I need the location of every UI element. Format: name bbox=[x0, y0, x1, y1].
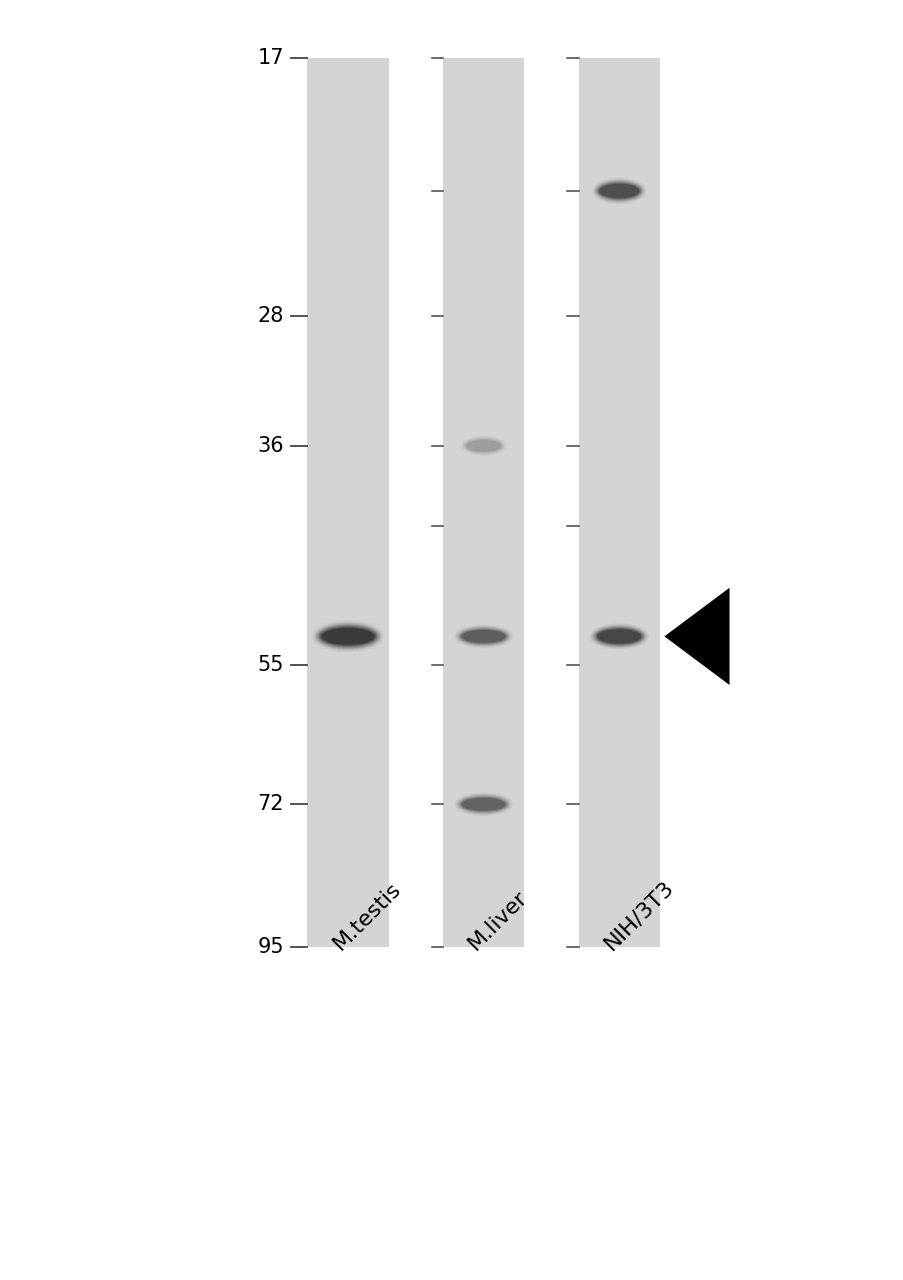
Ellipse shape bbox=[459, 796, 507, 813]
Ellipse shape bbox=[321, 628, 374, 645]
Ellipse shape bbox=[461, 630, 506, 644]
Ellipse shape bbox=[321, 627, 375, 645]
Ellipse shape bbox=[593, 626, 644, 646]
Ellipse shape bbox=[596, 628, 641, 644]
Ellipse shape bbox=[594, 180, 643, 202]
Ellipse shape bbox=[597, 182, 640, 200]
Ellipse shape bbox=[460, 628, 507, 644]
Bar bbox=[442, 58, 524, 947]
Ellipse shape bbox=[595, 628, 642, 645]
Text: M.liver: M.liver bbox=[464, 887, 531, 954]
Ellipse shape bbox=[461, 797, 506, 812]
Ellipse shape bbox=[459, 628, 507, 644]
Ellipse shape bbox=[458, 795, 508, 813]
Ellipse shape bbox=[316, 623, 379, 649]
Ellipse shape bbox=[592, 626, 645, 646]
Polygon shape bbox=[664, 588, 729, 685]
Text: NIH/3T3: NIH/3T3 bbox=[600, 877, 677, 954]
Ellipse shape bbox=[461, 797, 505, 810]
Ellipse shape bbox=[594, 627, 643, 645]
Text: 17: 17 bbox=[257, 47, 284, 68]
Ellipse shape bbox=[591, 625, 646, 648]
Ellipse shape bbox=[315, 623, 380, 650]
Text: 95: 95 bbox=[257, 937, 284, 957]
Text: 36: 36 bbox=[257, 435, 284, 456]
Ellipse shape bbox=[594, 627, 643, 646]
Ellipse shape bbox=[458, 627, 508, 645]
Ellipse shape bbox=[597, 183, 640, 200]
Ellipse shape bbox=[317, 625, 378, 648]
Ellipse shape bbox=[319, 626, 377, 646]
Ellipse shape bbox=[596, 182, 641, 201]
Ellipse shape bbox=[459, 627, 507, 645]
Bar bbox=[307, 58, 388, 947]
Text: 72: 72 bbox=[257, 795, 284, 814]
Text: M.testis: M.testis bbox=[329, 878, 405, 954]
Ellipse shape bbox=[598, 183, 639, 198]
Ellipse shape bbox=[599, 184, 638, 198]
Ellipse shape bbox=[597, 630, 640, 644]
Text: 55: 55 bbox=[257, 655, 284, 675]
Ellipse shape bbox=[459, 796, 507, 813]
Ellipse shape bbox=[595, 180, 642, 201]
Ellipse shape bbox=[318, 625, 377, 648]
Ellipse shape bbox=[320, 627, 376, 646]
Bar bbox=[578, 58, 659, 947]
Text: 28: 28 bbox=[257, 306, 284, 326]
Ellipse shape bbox=[461, 630, 505, 643]
Ellipse shape bbox=[460, 796, 507, 812]
